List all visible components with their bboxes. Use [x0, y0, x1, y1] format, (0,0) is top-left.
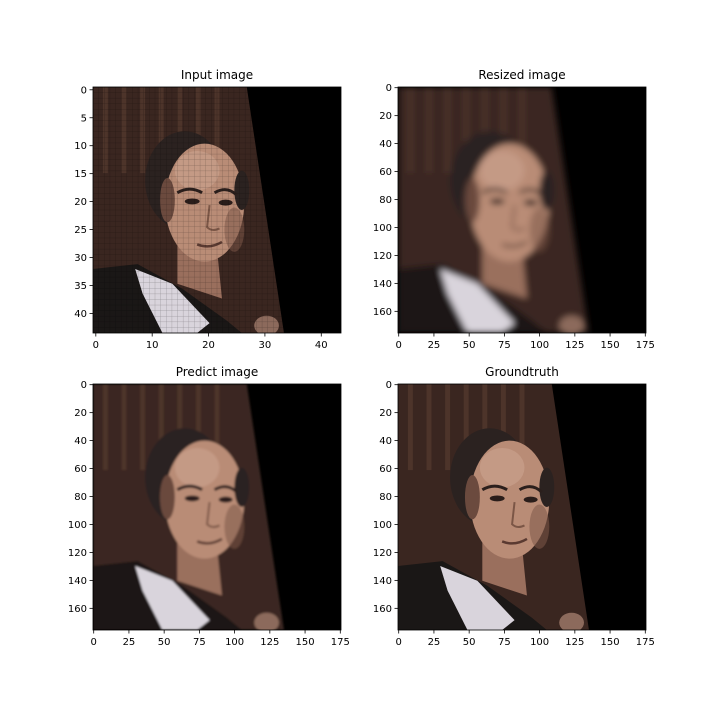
x-tick-label: 10: [146, 340, 159, 351]
y-tick-label: 120: [373, 548, 392, 559]
eye-left: [184, 198, 200, 205]
y-tick-label: 140: [68, 576, 87, 587]
x-tick-label: 25: [428, 637, 441, 648]
shirt: [440, 269, 515, 333]
axes-frame: [92, 383, 342, 631]
panel-title: Resized image: [478, 68, 566, 82]
y-tick-label: 80: [74, 492, 87, 503]
y-tick-label: 40: [379, 436, 392, 447]
portrait-image: [398, 384, 646, 630]
y-tick-label: 15: [74, 169, 87, 180]
y-tick-label: 100: [373, 223, 392, 234]
eye-left: [489, 198, 505, 205]
y-tick-label: 40: [74, 309, 87, 320]
eye-right: [218, 199, 233, 206]
y-tick-label: 20: [74, 197, 87, 208]
x-tick-label: 50: [158, 637, 171, 648]
x-tick-label: 125: [565, 637, 584, 648]
y-tick-label: 20: [379, 111, 392, 122]
y-tick-label: 160: [68, 604, 87, 615]
y-tick-label: 0: [386, 83, 392, 94]
x-tick-label: 0: [396, 637, 402, 648]
y-tick-label: 20: [379, 408, 392, 419]
x-tick-label: 150: [601, 340, 620, 351]
eye-left: [184, 495, 200, 502]
eye-left: [489, 495, 505, 502]
y-tick-label: 120: [373, 251, 392, 262]
x-tick-label: 50: [463, 340, 476, 351]
y-tick-label: 0: [386, 380, 392, 391]
x-tick-label: 100: [530, 637, 549, 648]
x-tick-label: 100: [530, 340, 549, 351]
eye-right: [523, 199, 538, 206]
y-tick-label: 140: [373, 576, 392, 587]
y-tick-label: 100: [68, 520, 87, 531]
shirt: [135, 566, 210, 630]
panel-title: Input image: [180, 68, 254, 82]
panel-title: Groundtruth: [485, 365, 559, 379]
eye-right: [523, 496, 538, 503]
x-tick-label: 0: [396, 340, 402, 351]
x-tick-label: 75: [498, 637, 511, 648]
x-tick-label: 25: [428, 340, 441, 351]
y-tick-label: 140: [373, 279, 392, 290]
x-tick-label: 0: [91, 637, 97, 648]
y-tick-label: 30: [74, 253, 87, 264]
portrait-image: [398, 87, 646, 333]
y-tick-label: 160: [373, 604, 392, 615]
x-tick-label: 75: [498, 340, 511, 351]
y-tick-label: 60: [379, 167, 392, 178]
y-tick-label: 40: [379, 139, 392, 150]
y-tick-label: 100: [373, 520, 392, 531]
y-tick-label: 40: [74, 436, 87, 447]
x-tick-label: 175: [331, 637, 350, 648]
x-tick-label: 100: [225, 637, 244, 648]
x-tick-label: 125: [260, 637, 279, 648]
y-tick-label: 160: [373, 307, 392, 318]
shirt: [440, 566, 515, 630]
shirt: [135, 269, 210, 333]
portrait-image: [93, 384, 341, 630]
x-tick-label: 150: [601, 637, 620, 648]
eye-right: [218, 496, 233, 503]
panel-title: Predict image: [175, 365, 259, 379]
x-tick-label: 0: [93, 340, 99, 351]
x-tick-label: 125: [565, 340, 584, 351]
portrait-image: [93, 87, 341, 333]
axes-frame: [397, 86, 647, 334]
x-tick-label: 175: [636, 637, 655, 648]
x-tick-label: 50: [463, 637, 476, 648]
y-tick-label: 25: [74, 225, 87, 236]
x-tick-label: 150: [296, 637, 315, 648]
y-tick-label: 35: [74, 281, 87, 292]
x-tick-label: 20: [202, 340, 215, 351]
x-tick-label: 30: [259, 340, 272, 351]
y-tick-label: 80: [379, 492, 392, 503]
y-tick-label: 80: [379, 195, 392, 206]
y-tick-label: 5: [81, 113, 87, 124]
x-tick-label: 75: [193, 637, 206, 648]
axes-frame: [397, 383, 647, 631]
x-tick-label: 175: [636, 340, 655, 351]
axes-frame: [92, 86, 342, 334]
y-tick-label: 60: [74, 464, 87, 475]
y-tick-label: 0: [81, 380, 87, 391]
y-tick-label: 0: [81, 85, 87, 96]
y-tick-label: 120: [68, 548, 87, 559]
x-tick-label: 40: [315, 340, 328, 351]
x-tick-label: 25: [123, 637, 136, 648]
y-tick-label: 20: [74, 408, 87, 419]
y-tick-label: 60: [379, 464, 392, 475]
y-tick-label: 10: [74, 141, 87, 152]
